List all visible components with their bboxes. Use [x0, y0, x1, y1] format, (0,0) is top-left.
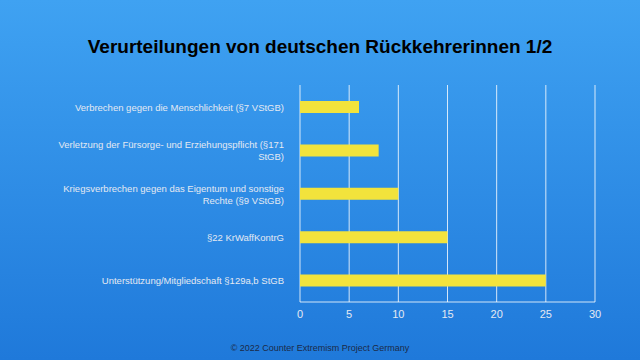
svg-text:25: 25 [540, 308, 552, 320]
svg-text:Verletzung der Fürsorge- und E: Verletzung der Fürsorge- und Erziehungsp… [59, 139, 285, 162]
html-text:© 2022 Counter Extremism Proje: © 2022 Counter Extremism Project Germany [230, 343, 410, 353]
html-text:Verurteilungen von deutschen R: Verurteilungen von deutschen Rückkehreri… [87, 36, 553, 57]
svg-text:§22 KrWaffKontrG: §22 KrWaffKontrG [207, 232, 284, 243]
svg-text:Kriegsverbrechen gegen das Eig: Kriegsverbrechen gegen das Eigentum und … [63, 183, 284, 206]
svg-text:20: 20 [491, 308, 503, 320]
svg-text:0: 0 [297, 308, 303, 320]
svg-text:30: 30 [589, 308, 601, 320]
svg-text:10: 10 [392, 308, 404, 320]
svg-text:5: 5 [346, 308, 352, 320]
svg-text:15: 15 [441, 308, 453, 320]
svg-text:Unterstützung/Mitgliedschaft §: Unterstützung/Mitgliedschaft §129a,b StG… [102, 275, 284, 286]
svg-text:Verbrechen gegen die Menschlic: Verbrechen gegen die Menschlichkeit (§7 … [75, 102, 284, 113]
